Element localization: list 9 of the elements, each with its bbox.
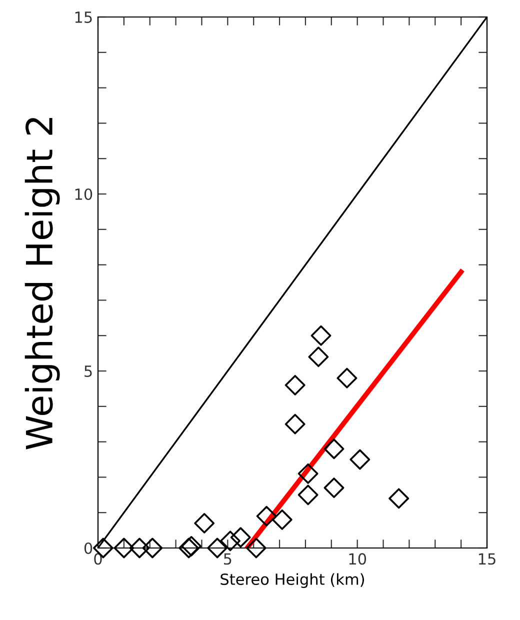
x-tick-label: 10: [349, 553, 366, 565]
y-tick-label: 0: [84, 542, 92, 554]
y-tick-label: 15: [75, 12, 92, 24]
x-tick-label: 5: [224, 553, 232, 565]
x-tick-label: 15: [478, 553, 496, 565]
y-tick-label: 5: [84, 366, 92, 378]
y-axis-title: Weighted Height 2: [24, 118, 60, 450]
y-tick-label: 10: [75, 188, 92, 200]
x-axis-title: Stereo Height (km): [220, 573, 364, 588]
